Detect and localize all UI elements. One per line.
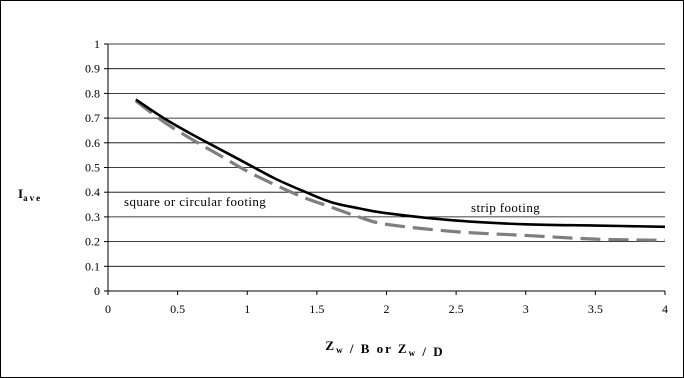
x-tick-labels: 0 0.5 1 1.5 2 2.5 3 3.5 4	[105, 302, 668, 316]
x-tick-label: 3	[523, 302, 529, 316]
y-tick-label: 0.6	[85, 136, 100, 150]
x-tick-label: 0.5	[170, 302, 185, 316]
y-tick-label: 1	[94, 37, 100, 51]
y-tick-label: 0	[94, 284, 100, 298]
y-tick-label: 0.7	[85, 111, 100, 125]
series-line-solid	[135, 98, 666, 229]
axes	[104, 43, 666, 295]
series-layer	[134, 98, 666, 242]
annotation-strip-footing: strip footing	[471, 200, 540, 215]
x-tick-label: 4	[662, 302, 668, 316]
y-tick-label: 0.5	[85, 161, 100, 175]
x-tick-label: 1	[244, 302, 250, 316]
x-tick-label: 0	[105, 302, 111, 316]
series-line-dashed	[134, 99, 666, 242]
x-tick-label: 2.5	[449, 302, 464, 316]
y-tick-label: 0.8	[85, 86, 100, 100]
x-tick-label: 2	[384, 302, 390, 316]
y-tick-label: 0.3	[85, 210, 100, 224]
y-tick-label: 0.2	[85, 235, 100, 249]
gridlines	[108, 43, 665, 267]
x-tick-label: 3.5	[588, 302, 603, 316]
x-tick-label: 1.5	[309, 302, 324, 316]
x-axis-title: Zw / B or Zw / D	[325, 338, 444, 359]
y-tick-labels: 0 0.1 0.2 0.3 0.4 0.5 0.6 0.7 0.8 0.9 1	[85, 37, 100, 298]
y-axis-title: Iave	[18, 186, 42, 203]
annotation-square-footing: square or circular footing	[124, 194, 266, 209]
y-tick-label: 0.9	[85, 62, 100, 76]
y-tick-label: 0.4	[85, 185, 100, 199]
y-tick-label: 0.1	[85, 259, 100, 273]
